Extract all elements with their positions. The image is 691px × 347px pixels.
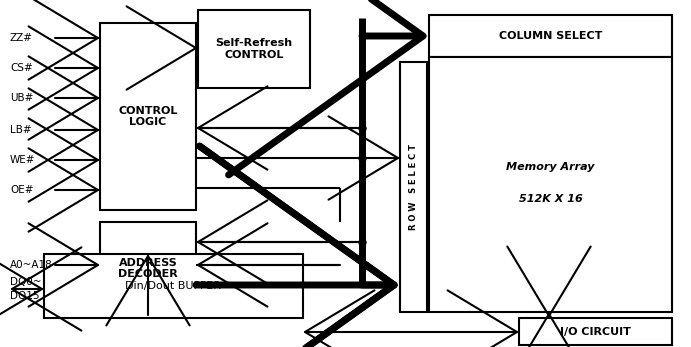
Text: 512K X 16: 512K X 16 [519, 194, 583, 203]
Text: ZZ#: ZZ# [10, 33, 33, 43]
Text: UB#: UB# [10, 93, 33, 103]
Text: DQ15: DQ15 [10, 291, 39, 301]
Bar [429, 57, 672, 312]
Text: A0~A18: A0~A18 [10, 260, 53, 270]
Text: Memory Array: Memory Array [507, 161, 595, 171]
Text: Din/Dout BUFFER: Din/Dout BUFFER [126, 281, 222, 291]
Text: OE#: OE# [10, 185, 33, 195]
Bar [519, 318, 672, 345]
Text: CONTROL
LOGIC: CONTROL LOGIC [118, 106, 178, 127]
Text: ADDRESS
DECODER: ADDRESS DECODER [118, 258, 178, 279]
Text: Self-Refresh
CONTROL: Self-Refresh CONTROL [216, 38, 292, 60]
Bar [100, 23, 196, 210]
Text: CS#: CS# [10, 63, 32, 73]
Text: R O W   S E L E C T: R O W S E L E C T [409, 144, 418, 230]
Bar [44, 254, 303, 318]
Text: DQ0~: DQ0~ [10, 277, 41, 287]
Bar [198, 10, 310, 88]
Bar [100, 222, 196, 315]
Text: I/O CIRCUIT: I/O CIRCUIT [560, 327, 631, 337]
Text: WE#: WE# [10, 155, 35, 165]
Bar [400, 62, 427, 312]
Text: LB#: LB# [10, 125, 32, 135]
Bar [429, 15, 672, 57]
Text: COLUMN SELECT: COLUMN SELECT [499, 31, 602, 41]
